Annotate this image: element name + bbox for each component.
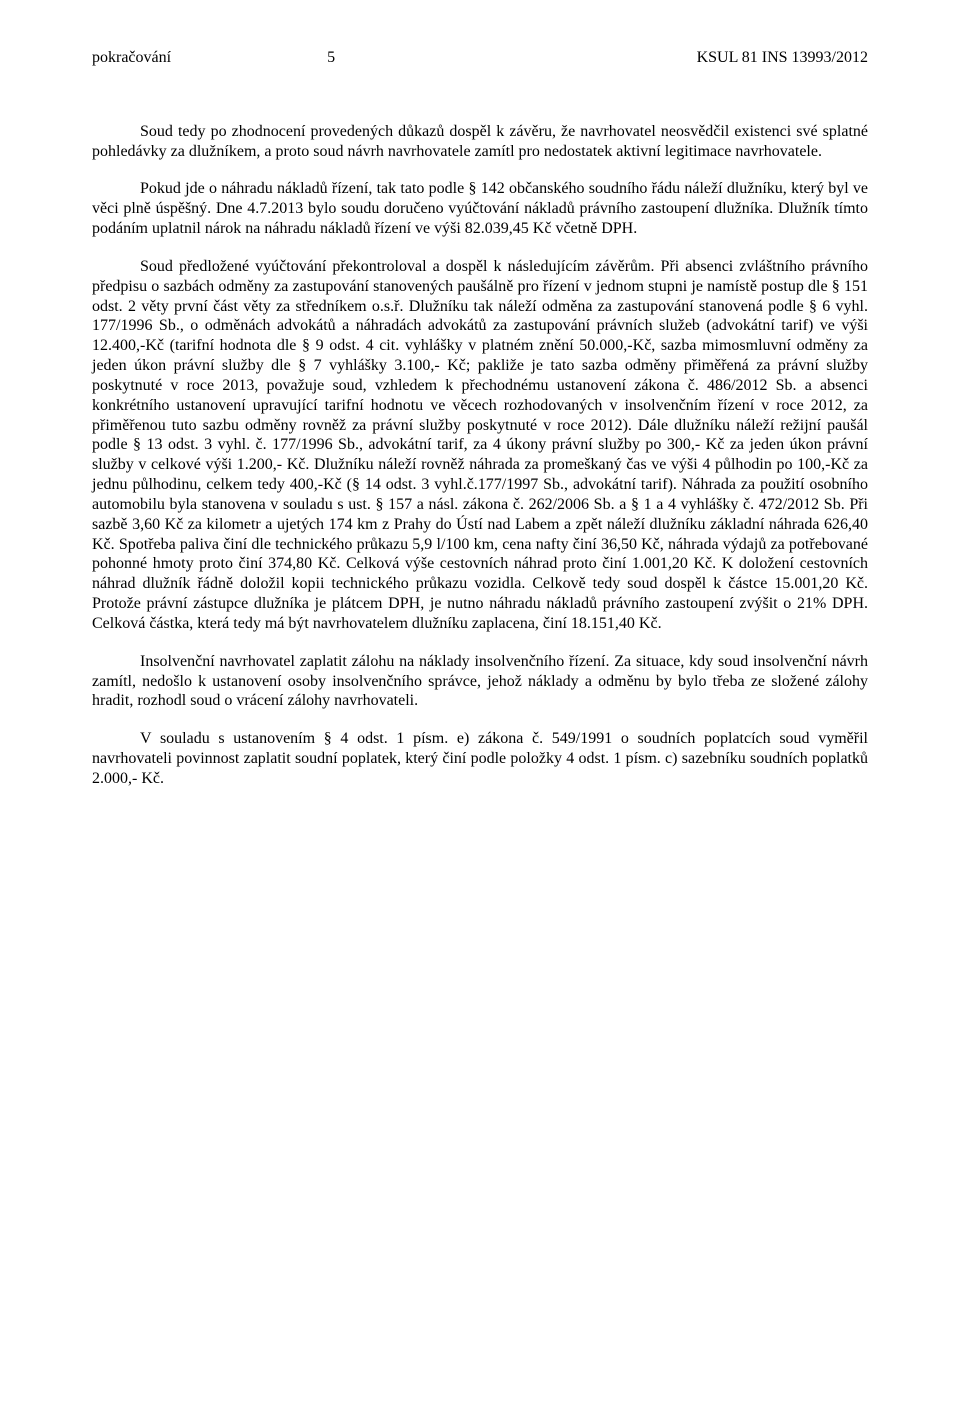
body-paragraph-5: V souladu s ustanovením § 4 odst. 1 písm… — [92, 729, 868, 788]
header-left: pokračování 5 — [92, 48, 335, 68]
page-number: 5 — [327, 49, 335, 66]
case-number: KSUL 81 INS 13993/2012 — [697, 48, 868, 68]
body-paragraph-2: Pokud jde o náhradu nákladů řízení, tak … — [92, 179, 868, 238]
page-header: pokračování 5 KSUL 81 INS 13993/2012 — [92, 48, 868, 68]
page: pokračování 5 KSUL 81 INS 13993/2012 Sou… — [0, 0, 960, 1414]
body-paragraph-3: Soud předložené vyúčtování překontrolova… — [92, 257, 868, 634]
body-paragraph-4: Insolvenční navrhovatel zaplatit zálohu … — [92, 652, 868, 711]
continuation-label: pokračování — [92, 49, 171, 66]
body-paragraph-1: Soud tedy po zhodnocení provedených důka… — [92, 122, 868, 162]
